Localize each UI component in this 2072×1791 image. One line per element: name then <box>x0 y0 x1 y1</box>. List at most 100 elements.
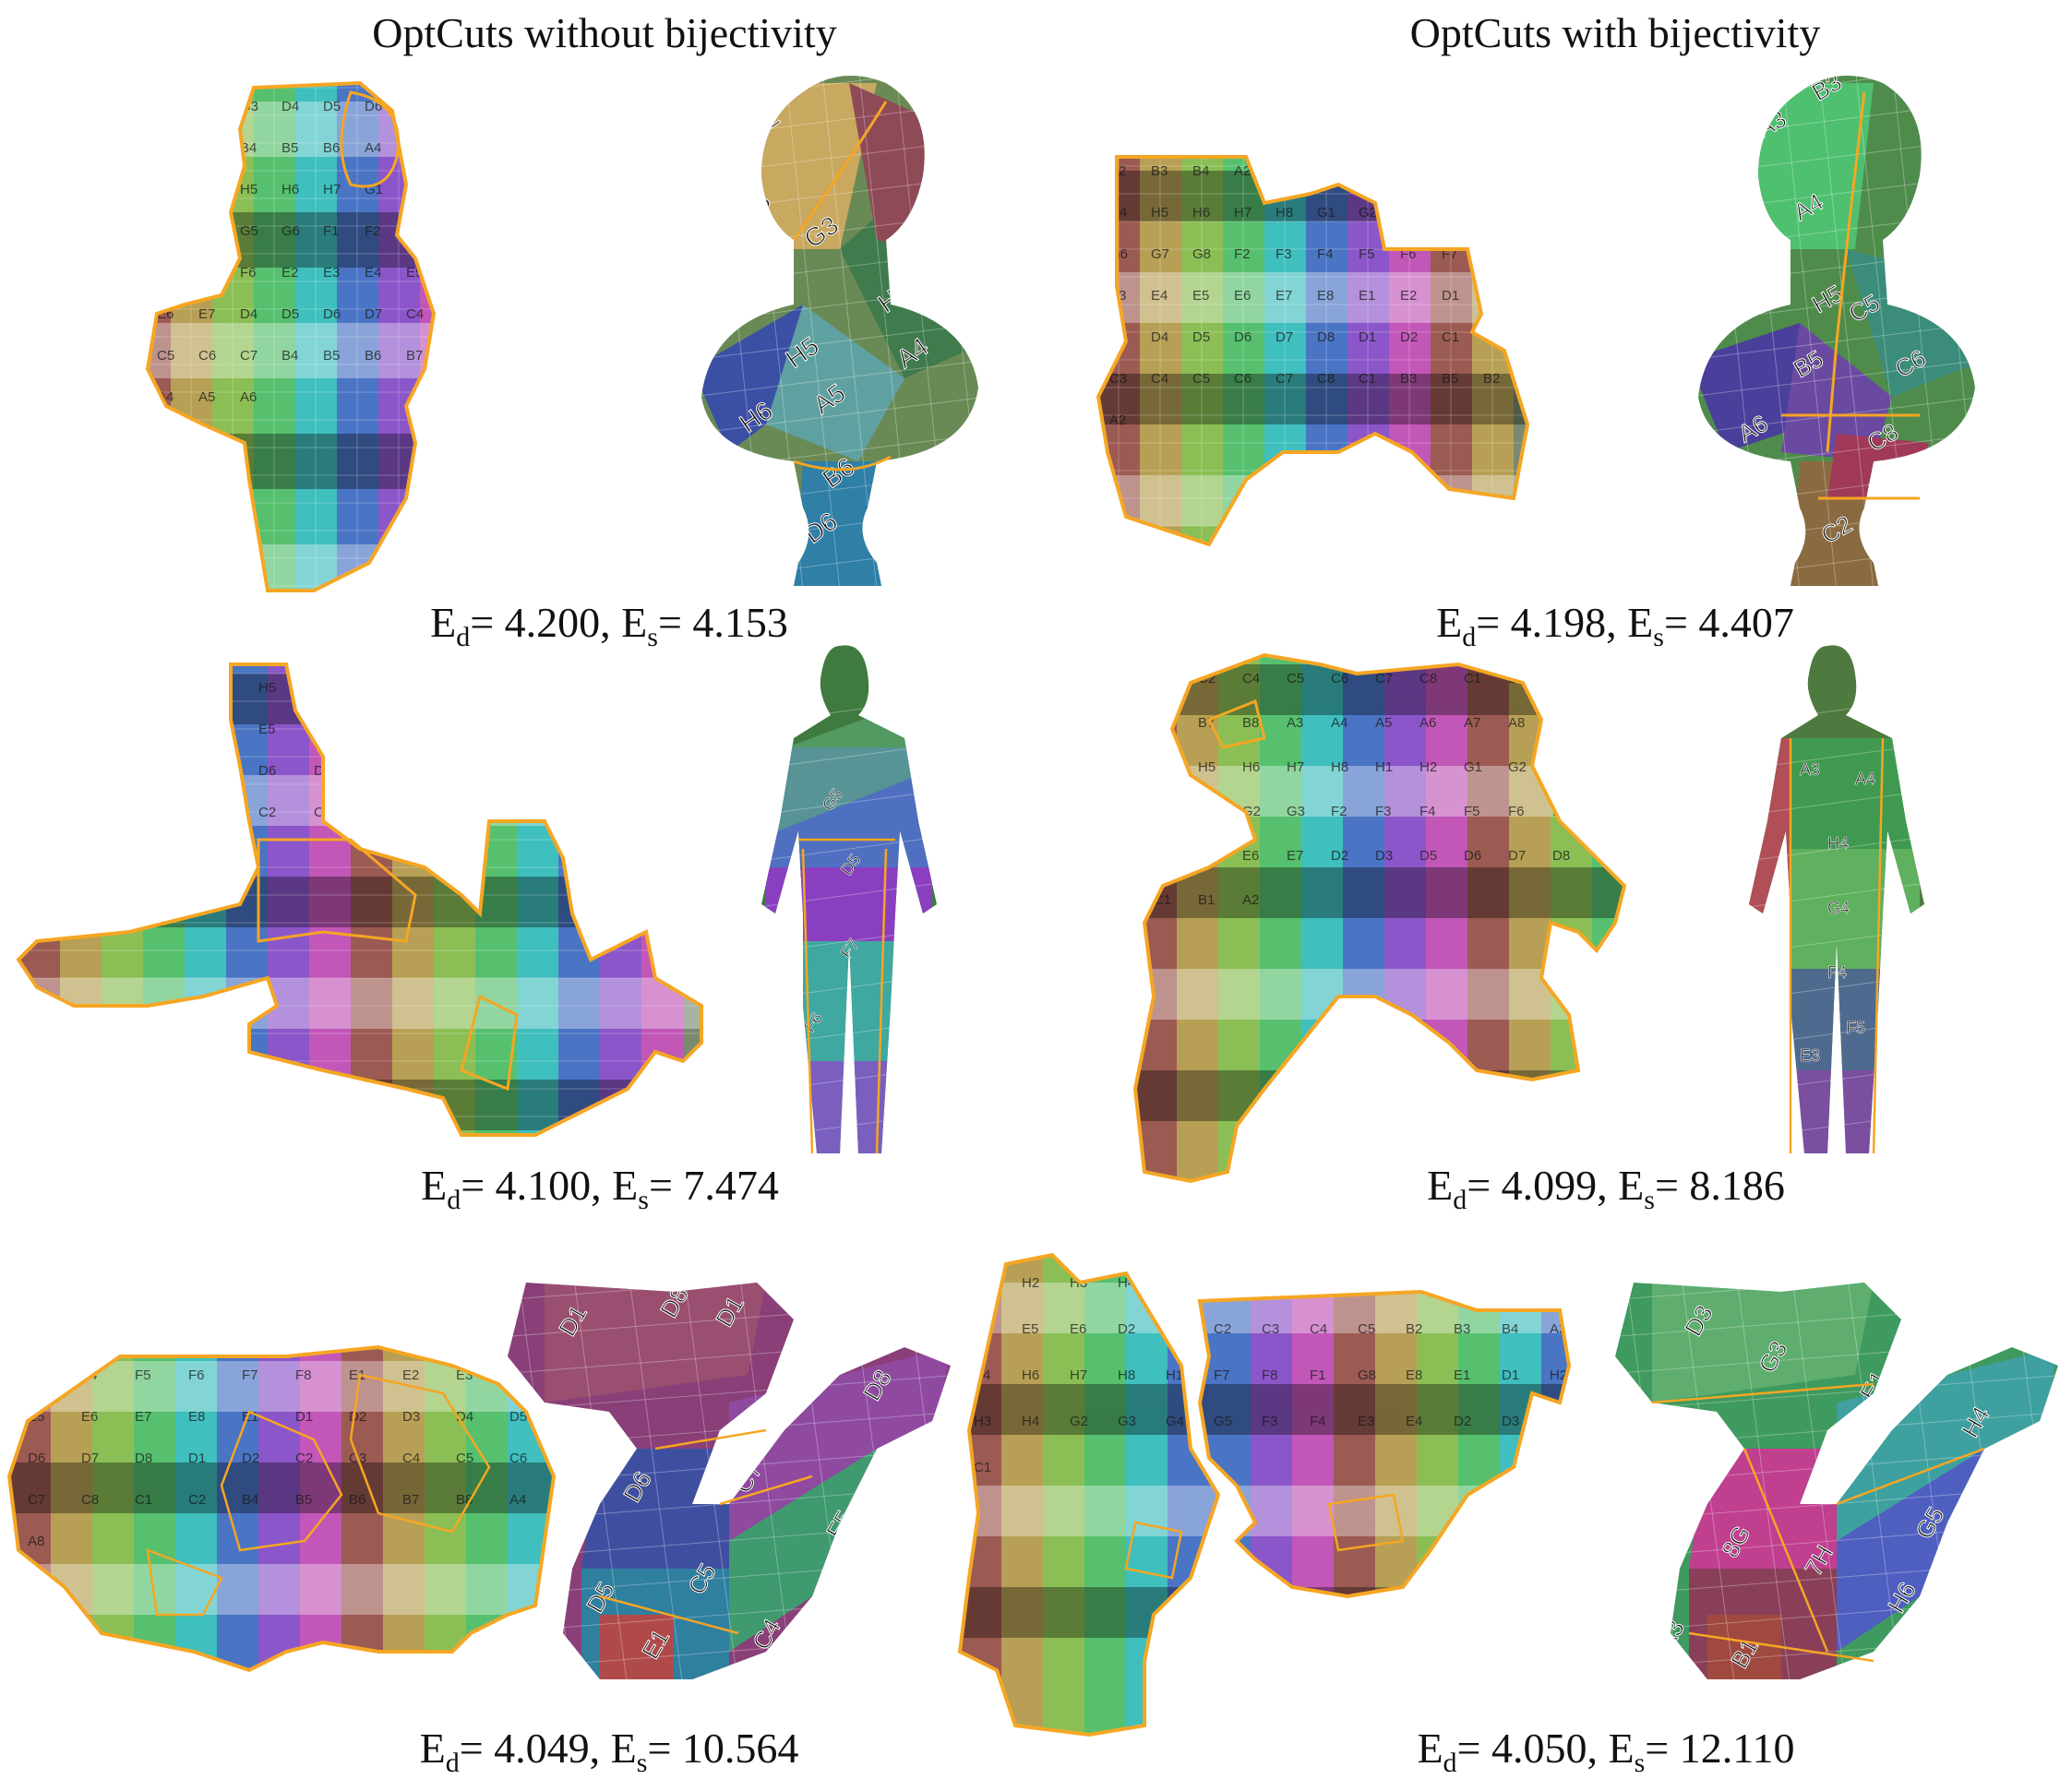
uv-cell-label: F8 <box>1483 246 1500 262</box>
uv-cell-label: F2 <box>1358 1275 1374 1291</box>
uv-cell-label: A2 <box>974 1275 990 1291</box>
uv-cell-label: A2 <box>1109 412 1126 428</box>
uv-cell-label: G5 <box>1154 804 1172 819</box>
mesh-cell-label: F4 <box>1827 963 1847 982</box>
uv-cell-label: D4 <box>1550 1414 1567 1429</box>
uv-cell-label: E4 <box>203 722 220 737</box>
uv-cell-label: G6 <box>1109 246 1128 262</box>
uv-cell-label: G7 <box>425 680 443 696</box>
uv-cell-label: D5 <box>1419 848 1437 864</box>
mesh-cell-label: C6 <box>864 507 907 549</box>
uv-cell-label: C5 <box>157 348 174 364</box>
uv-cell-label: G5 <box>1310 1275 1328 1291</box>
uv-cell-label: D2 <box>242 1451 259 1466</box>
uv-cell-label: C1 <box>974 1460 991 1475</box>
uv-cell-label: F5 <box>1464 804 1480 819</box>
uv-cell-label: C8 <box>148 805 165 820</box>
uv-cell-label: D1 <box>1359 329 1376 345</box>
uv-cell-label: F4 <box>157 265 174 281</box>
uv-cell-label: C7 <box>1375 671 1393 687</box>
uv-cell-label: E7 <box>135 1409 151 1425</box>
mesh-cell-label: F5 <box>1846 1019 1865 1037</box>
uv-cell-label: B4 <box>1502 1321 1518 1337</box>
uv-cell-label: E4 <box>365 265 381 281</box>
uv-cell-label: G8 <box>1358 1367 1376 1383</box>
uv-cell-label: B5 <box>323 348 340 364</box>
uv-cell-label: E3 <box>1550 1275 1566 1291</box>
uv-cell-label: D2 <box>480 763 497 779</box>
uv-cell-label: E8 <box>188 1409 205 1425</box>
uv-cell-label: C7 <box>240 348 258 364</box>
mesh-cell-label: E3 <box>1800 1046 1820 1065</box>
uv-cell-label: D5 <box>281 306 299 322</box>
uv-cell-label: G2 <box>1070 1414 1088 1429</box>
header-right: OptCuts with bijectivity <box>1409 9 1821 56</box>
uv-cell-label: A6 <box>157 182 174 197</box>
mesh-cell-label: A3 <box>1800 760 1820 779</box>
uv-cell-label: C4 <box>402 1451 420 1466</box>
uv-cell-label: F3 <box>28 1367 44 1383</box>
uv-cell-label: A3 <box>148 846 164 862</box>
uv-cell-label: D5 <box>1192 329 1210 345</box>
uv-cell-label: E8 <box>1317 288 1334 304</box>
uv-cell-label: G4 <box>1442 205 1460 221</box>
uv-cell-label: G2 <box>1508 759 1527 775</box>
uv-cell-label: G6 <box>369 680 388 696</box>
uv-cell-label: C5 <box>37 680 54 696</box>
caption-human-left: Ed= 4.100, Es= 7.474 <box>421 1162 779 1215</box>
uv-cell-label: D7 <box>406 99 424 114</box>
uv-cell-label: D4 <box>240 306 258 322</box>
uv-cell-label: H5 <box>258 680 276 696</box>
uv-cell-label: B5 <box>1597 671 1613 687</box>
uv-cell-label: A5 <box>148 680 164 696</box>
uv-cell-label: F3 <box>1262 1414 1278 1429</box>
uv-cell-label: G6 <box>1198 804 1216 819</box>
uv-cell-label: D2 <box>1400 329 1418 345</box>
uv-cell-label: D2 <box>1483 288 1501 304</box>
uv-cell-label: D8 <box>1317 329 1335 345</box>
uv-cell-label: F3 <box>92 722 109 737</box>
uv-cell-label: D7 <box>365 306 382 322</box>
uv-cell-label: D7 <box>1276 329 1293 345</box>
uv-cell-label: B5 <box>281 140 298 156</box>
uv-cell-label: D6 <box>1464 848 1481 864</box>
uv-cell-label: G4 <box>1262 1275 1280 1291</box>
uv-cell-label: C7 <box>28 1492 45 1508</box>
uv-cell-label: B8 <box>1242 715 1259 731</box>
uv-cell-label: E4 <box>1151 288 1168 304</box>
uv-cell-label: G1 <box>1317 205 1335 221</box>
uv-cell-label: E2 <box>281 265 298 281</box>
uv-cell-label: A2 <box>1242 892 1259 908</box>
uv-cell-label: G3 <box>1552 759 1571 775</box>
uv-cell-label: G2 <box>1359 205 1377 221</box>
uv-cell-label: E3 <box>1597 804 1613 819</box>
uv-cell-label: C7 <box>92 805 110 820</box>
uv-cell-label: D4 <box>281 99 299 114</box>
uv-cell-label: C4 <box>1242 671 1260 687</box>
uv-cell-label: D2 <box>349 1409 366 1425</box>
uv-cell-label: C1 <box>203 805 221 820</box>
uv-cell-label: D6 <box>323 306 341 322</box>
uv-cell-label: E2 <box>1502 1275 1518 1291</box>
uv-cell-label: D1 <box>295 1409 313 1425</box>
uv-cell-label: B3 <box>1400 371 1417 387</box>
uv-cell-label: A5 <box>198 389 215 405</box>
uv-cell-label: E7 <box>369 722 386 737</box>
uv-cell-label: D5 <box>509 1409 527 1425</box>
uv-cell-label: D1 <box>425 763 442 779</box>
uv-cell-label: B5 <box>295 1492 312 1508</box>
uv-cell-label: G3 <box>1214 1275 1232 1291</box>
uv-cell-label: D6 <box>1234 329 1252 345</box>
uv-cell-label: E3 <box>480 722 497 737</box>
uv-cell-label: E3 <box>148 722 164 737</box>
uv-cell-label: H5 <box>240 182 258 197</box>
uv-cell-label: D8 <box>135 1451 152 1466</box>
human-left-uv-map: C5 B5 A5 A6 H5 H6 G6 G7 F5 F6 F7 F8 G3 F3 E3 E4 E5 E6 E7 E8… <box>16 663 703 1137</box>
mesh-cell-label: D2 <box>1881 547 1922 587</box>
uv-cell-label: E2 <box>1400 288 1417 304</box>
dragon-right-uv-map: A2 H2 H3 H4 G2 G3 G4 G5 F2 F3 F4 E2 E3 E4 E5 E6 D2 D3 C2 C3… <box>957 1252 1572 1737</box>
uv-cell-label: B7 <box>425 805 441 820</box>
